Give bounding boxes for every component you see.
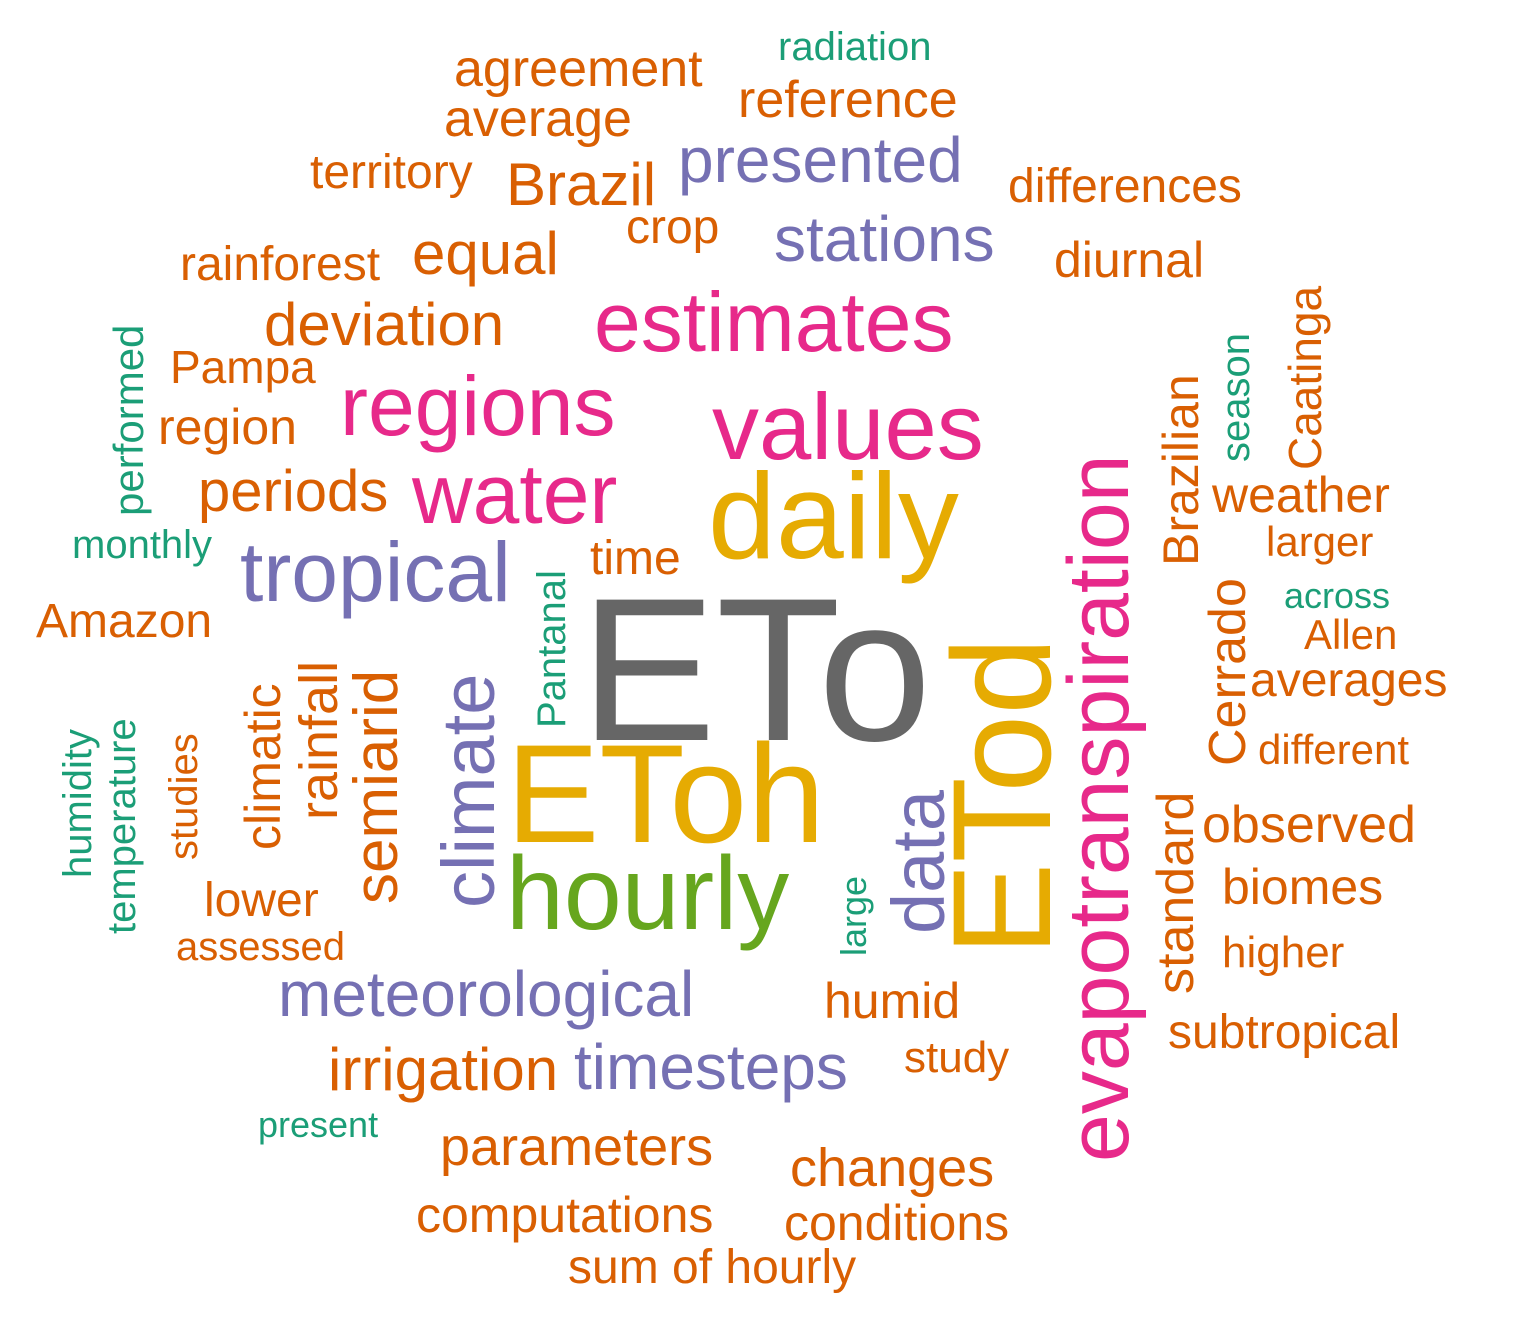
word-stations: stations xyxy=(774,203,995,275)
word-different: different xyxy=(1258,726,1409,773)
word-large: large xyxy=(833,875,874,956)
word-studies: studies xyxy=(162,733,206,860)
word-averages: averages xyxy=(1250,654,1448,707)
word-performed: performed xyxy=(105,324,152,516)
word-humidity: humidity xyxy=(56,729,100,878)
word-amazon: Amazon xyxy=(36,595,213,648)
word-water: water xyxy=(412,447,618,541)
word-subtropical: subtropical xyxy=(1168,1006,1401,1059)
word-computations: computations xyxy=(416,1187,714,1243)
word-data: data xyxy=(877,789,960,934)
word-larger: larger xyxy=(1266,518,1374,565)
word-presented: presented xyxy=(678,124,963,196)
word-time: time xyxy=(590,532,681,585)
word-climate: climate xyxy=(427,673,510,908)
word-values: values xyxy=(712,374,984,479)
word-equal: equal xyxy=(412,220,559,287)
word-semiarid: semiarid xyxy=(342,669,411,904)
word-crop: crop xyxy=(626,201,720,254)
word-standard: standard xyxy=(1147,791,1205,994)
word-biomes: biomes xyxy=(1222,859,1384,915)
word-brazilian: Brazilian xyxy=(1153,374,1209,566)
word-parameters: parameters xyxy=(440,1117,714,1177)
word-changes: changes xyxy=(790,1138,995,1198)
word-climatic: climatic xyxy=(235,683,291,850)
word-average: average xyxy=(444,90,632,148)
word-allen: Allen xyxy=(1304,611,1398,658)
word-across: across xyxy=(1284,575,1391,616)
word-rainfall: rainfall xyxy=(289,660,349,820)
word-irrigation: irrigation xyxy=(328,1036,559,1103)
word-pantanal: Pantanal xyxy=(530,570,574,728)
word-humid: humid xyxy=(824,973,961,1029)
word-pampa: Pampa xyxy=(170,341,316,393)
word-timesteps: timesteps xyxy=(574,1031,848,1103)
word-brazil: Brazil xyxy=(506,151,657,218)
word-monthly: monthly xyxy=(72,523,213,567)
word-cerrado: Cerrado xyxy=(1199,578,1257,766)
word-differences: differences xyxy=(1008,160,1242,213)
word-daily: daily xyxy=(708,448,959,584)
word-weather: weather xyxy=(1212,467,1390,523)
word-meteorological: meteorological xyxy=(278,958,695,1030)
word-deviation: deviation xyxy=(264,291,505,358)
word-regions: regions xyxy=(340,359,616,453)
word-estimates: estimates xyxy=(594,275,954,369)
word-evapotranspiration: evapotranspiration xyxy=(1051,454,1147,1162)
word-higher: higher xyxy=(1222,928,1345,977)
word-rainforest: rainforest xyxy=(180,238,381,291)
word-reference: reference xyxy=(738,71,958,129)
word-region: region xyxy=(158,399,297,455)
word-etoh: EToh xyxy=(506,715,826,872)
word-hourly: hourly xyxy=(506,836,790,952)
word-tropical: tropical xyxy=(240,525,511,619)
word-conditions: conditions xyxy=(784,1195,1010,1251)
word-periods: periods xyxy=(198,459,389,524)
word-territory: territory xyxy=(310,146,473,199)
word-agreement: agreement xyxy=(454,40,703,98)
word-diurnal: diurnal xyxy=(1054,232,1205,288)
word-caatinga: Caatinga xyxy=(1279,285,1331,470)
word-present: present xyxy=(258,1104,379,1145)
word-sum-of-hourly: sum of hourly xyxy=(568,1241,857,1294)
word-observed: observed xyxy=(1202,796,1416,854)
word-lower: lower xyxy=(204,874,319,927)
word-radiation: radiation xyxy=(778,25,932,69)
word-assessed: assessed xyxy=(176,925,345,969)
word-temperature: temperature xyxy=(100,718,144,934)
word-season: season xyxy=(1214,333,1258,462)
word-study: study xyxy=(904,1033,1010,1082)
word-eto: ETo xyxy=(580,556,932,784)
